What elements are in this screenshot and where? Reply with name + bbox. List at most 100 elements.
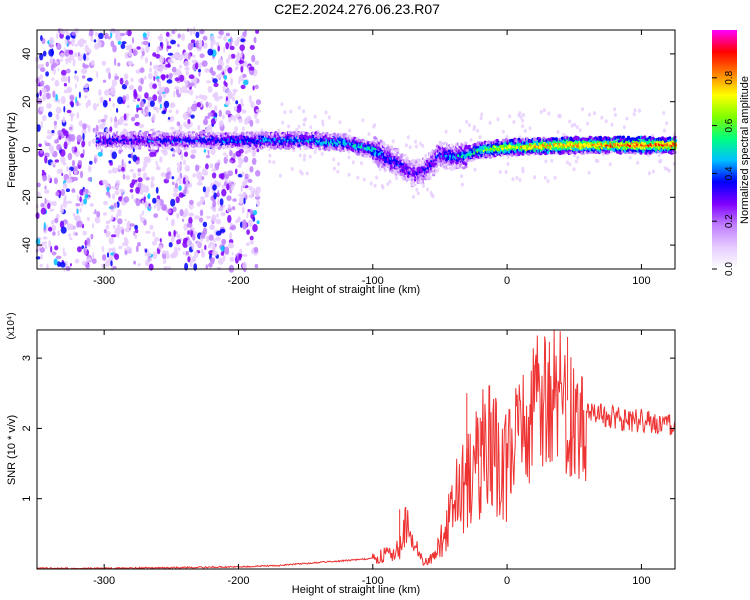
heatmap-cell <box>229 45 235 51</box>
heatmap-cell <box>83 192 86 196</box>
heatmap-cell <box>239 196 244 205</box>
heatmap-cell <box>60 58 63 62</box>
heatmap-cell <box>48 43 55 48</box>
heatmap-cell <box>121 41 127 45</box>
heatmap-cell <box>189 28 193 36</box>
heatmap-cell <box>587 170 591 175</box>
heatmap-cell <box>149 224 154 230</box>
heatmap-cell <box>189 260 193 268</box>
heatmap-cell <box>208 262 213 268</box>
heatmap-cell <box>152 94 158 102</box>
heatmap-cell <box>550 158 554 163</box>
heatmap-cell <box>78 42 85 48</box>
heatmap-cell <box>188 74 195 79</box>
heatmap-cell <box>177 43 180 48</box>
heatmap-cell <box>412 194 415 199</box>
heatmap-cell <box>223 46 226 53</box>
heatmap-cell <box>576 155 580 160</box>
heatmap-cell <box>39 149 44 154</box>
heatmap-cell <box>65 57 69 65</box>
heatmap-cell <box>662 111 666 115</box>
heatmap-cell <box>114 57 117 66</box>
heatmap-cell <box>203 118 208 126</box>
heatmap-cell <box>108 97 111 102</box>
heatmap-cell <box>97 151 103 157</box>
heatmap-cell <box>129 188 134 193</box>
heatmap-cell <box>81 140 86 148</box>
heatmap-cell <box>222 114 225 120</box>
heatmap-cell <box>215 230 222 236</box>
heatmap-cell <box>168 231 172 235</box>
heatmap-cell <box>593 111 596 116</box>
heatmap-cell <box>92 251 95 259</box>
heatmap-cell <box>229 41 232 48</box>
heatmap-cell <box>149 61 152 66</box>
heatmap-cell <box>137 177 143 183</box>
heatmap-cell <box>49 208 54 212</box>
heatmap-cell <box>76 112 80 119</box>
heatmap-cell <box>205 101 209 108</box>
heatmap-cell <box>226 195 232 201</box>
heatmap-cell <box>361 118 365 123</box>
heatmap-cell <box>86 237 91 246</box>
heatmap-cell <box>625 116 629 121</box>
heatmap-cell <box>228 54 232 61</box>
heatmap-cell <box>156 163 159 170</box>
heatmap-cell <box>166 40 169 47</box>
heatmap-cell <box>102 79 107 83</box>
heatmap-cell <box>163 258 167 265</box>
heatmap-cell <box>528 126 532 131</box>
heatmap-cell <box>40 35 43 41</box>
heatmap-cell <box>521 118 525 123</box>
heatmap-cell <box>176 233 181 239</box>
heatmap-cell <box>74 27 79 34</box>
heatmap-cell <box>187 256 191 263</box>
heatmap-cell <box>249 209 254 215</box>
heatmap-cell <box>225 32 230 37</box>
heatmap-cell <box>147 259 150 264</box>
heatmap-cell <box>167 52 174 56</box>
heatmap-cell <box>189 199 194 205</box>
heatmap-cell <box>169 126 175 130</box>
heatmap-cell <box>202 42 208 49</box>
heatmap-cell <box>210 43 214 50</box>
heatmap-cell <box>68 53 75 61</box>
heatmap-cell <box>325 132 329 136</box>
heatmap-cell <box>102 99 108 108</box>
heatmap-cell <box>264 131 268 135</box>
heatmap-cell <box>56 168 61 174</box>
heatmap-cell <box>77 220 83 228</box>
heatmap-cell <box>120 43 126 49</box>
heatmap-cell <box>152 106 158 111</box>
heatmap-cell <box>163 100 170 109</box>
heatmap-cell <box>126 104 130 109</box>
heatmap-cell <box>116 108 119 113</box>
heatmap-cell <box>111 151 118 160</box>
heatmap-cell <box>233 115 237 122</box>
heatmap-cell <box>365 152 369 156</box>
heatmap-cell <box>108 169 112 174</box>
heatmap-cell <box>134 234 138 239</box>
heatmap-cell <box>388 179 392 184</box>
heatmap-cell <box>82 133 85 141</box>
heatmap-cell <box>57 28 61 34</box>
heatmap-cell <box>36 191 41 198</box>
heatmap-cell <box>504 170 508 174</box>
heatmap-cell <box>40 120 43 129</box>
heatmap-cell <box>132 172 137 179</box>
heatmap-cell <box>93 157 97 164</box>
heatmap-cell <box>246 242 250 247</box>
heatmap-cell <box>63 105 66 113</box>
heatmap-cell <box>225 89 232 94</box>
heatmap-cell <box>44 142 51 147</box>
heatmap-cell <box>77 246 82 253</box>
heatmap-cell <box>137 168 142 173</box>
heatmap-cell <box>148 72 153 80</box>
heatmap-cell <box>46 129 51 135</box>
heatmap-cell <box>167 58 173 64</box>
heatmap-cell <box>217 257 224 265</box>
heatmap-cell <box>137 172 141 177</box>
heatmap-cell <box>191 242 195 250</box>
heatmap-cell <box>128 247 133 254</box>
heatmap-cell <box>224 246 230 255</box>
